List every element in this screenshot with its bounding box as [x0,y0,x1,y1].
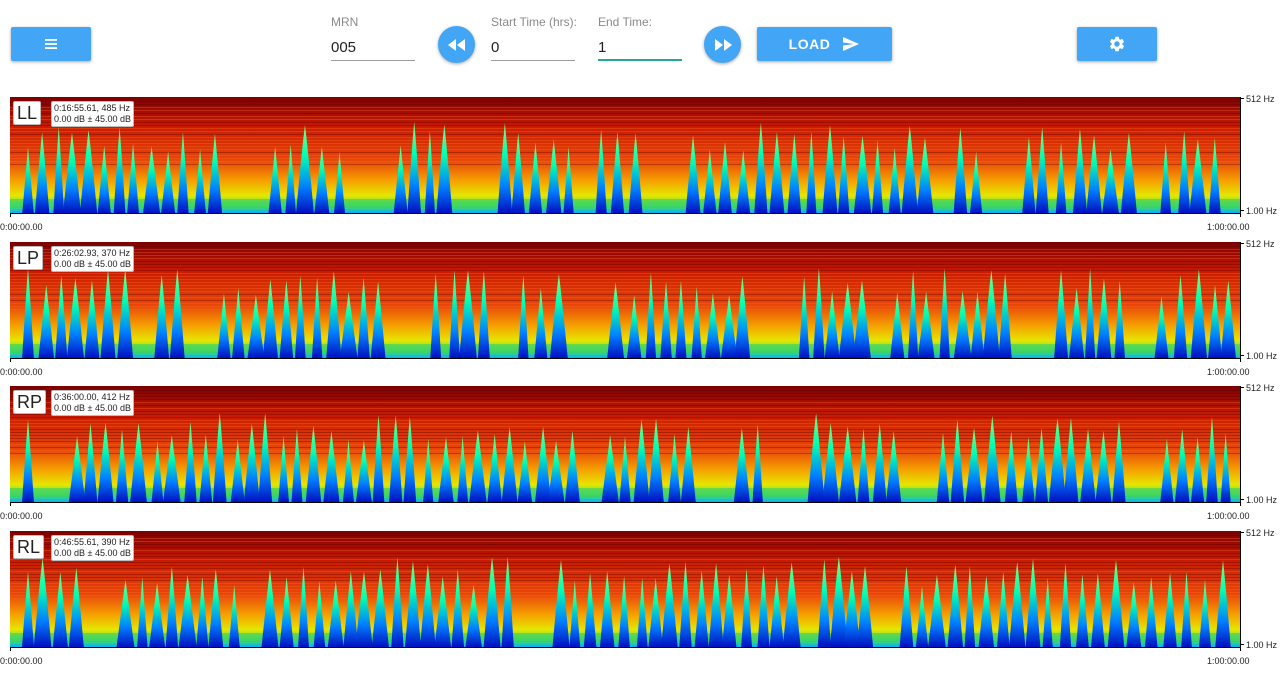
frequency-axis [1240,531,1241,647]
rewind-icon [447,38,465,51]
time-start-label: 0:00:00.00 [0,222,43,232]
time-tick-end [1240,647,1241,651]
end-time-underline [598,59,682,61]
spectrogram-panel-ll: 512 Hz 1.00 Hz 0:00:00.00 1:00:00.00 LL … [0,94,1280,232]
cursor-readout: 0:26:02.93, 370 Hz 0.00 dB ± 45.00 dB [51,246,134,272]
readout-db-range: 0.00 dB ± 45.00 dB [54,403,131,413]
time-tick-end [1240,502,1241,506]
rewind-button[interactable] [438,26,475,63]
freq-tick-bottom [1240,355,1244,356]
start-time-label: Start Time (hrs): [491,15,578,29]
menu-icon [45,39,57,49]
time-tick-start [10,213,11,217]
spectrogram-image [10,97,1240,213]
end-time-input[interactable] [598,37,682,57]
time-end-label: 1:00:00.00 [1207,222,1250,232]
spectrogram-canvas[interactable] [10,97,1240,213]
time-tick-start [10,647,11,651]
freq-max-label: 512 Hz [1246,383,1275,393]
freq-min-label: 1.00 Hz [1246,351,1278,361]
time-end-label: 1:00:00.00 [1207,511,1250,521]
readout-db-range: 0.00 dB ± 45.00 dB [54,259,131,269]
channel-label: LL [13,101,42,125]
freq-min-label: 1.00 Hz [1246,495,1278,505]
frequency-axis [1240,386,1241,502]
readout-time-freq: 0:16:55.61, 485 Hz [54,103,131,113]
readout-db-range: 0.00 dB ± 45.00 dB [54,114,131,124]
mrn-input[interactable] [331,37,415,57]
load-button[interactable]: LOAD [757,27,892,61]
cursor-readout: 0:36:00.00, 412 Hz 0.00 dB ± 45.00 dB [51,390,134,416]
spectrogram-canvas[interactable] [10,242,1240,358]
time-end-label: 1:00:00.00 [1207,367,1250,377]
freq-tick-top [1240,532,1244,533]
spectrogram-canvas[interactable] [10,386,1240,502]
time-axis [10,358,1240,359]
freq-min-label: 1.00 Hz [1246,640,1278,650]
channel-label: LP [13,246,44,270]
cursor-readout: 0:16:55.61, 485 Hz 0.00 dB ± 45.00 dB [51,101,134,127]
mrn-label: MRN [331,15,359,29]
time-start-label: 0:00:00.00 [0,367,43,377]
start-time-input[interactable] [491,37,575,57]
freq-min-label: 1.00 Hz [1246,206,1278,216]
spectrogram-image [10,531,1240,647]
spectrogram-panel-lp: 512 Hz 1.00 Hz 0:00:00.00 1:00:00.00 LP … [0,239,1280,377]
time-tick-end [1240,358,1241,362]
fast-forward-button[interactable] [704,26,741,63]
cursor-readout: 0:46:55.61, 390 Hz 0.00 dB ± 45.00 dB [51,535,134,561]
spectrogram-image [10,242,1240,358]
spectrogram-panel-rp: 512 Hz 1.00 Hz 0:00:00.00 1:00:00.00 RP … [0,383,1280,521]
end-time-label: End Time: [598,15,653,29]
readout-time-freq: 0:26:02.93, 370 Hz [54,248,131,258]
send-icon [843,37,860,51]
spectrogram-image [10,386,1240,502]
spectrogram-panel-rl: 512 Hz 1.00 Hz 0:00:00.00 1:00:00.00 RL … [0,528,1280,666]
readout-time-freq: 0:46:55.61, 390 Hz [54,537,131,547]
frequency-axis [1240,242,1241,358]
freq-tick-top [1240,243,1244,244]
time-tick-start [10,502,11,506]
freq-max-label: 512 Hz [1246,94,1275,104]
readout-db-range: 0.00 dB ± 45.00 dB [54,548,131,558]
time-tick-start [10,358,11,362]
time-axis [10,213,1240,214]
menu-button[interactable] [11,27,91,61]
settings-button[interactable] [1077,27,1157,61]
freq-tick-top [1240,387,1244,388]
start-time-underline [491,60,575,61]
time-tick-end [1240,213,1241,217]
fast-forward-icon [714,38,732,51]
readout-time-freq: 0:36:00.00, 412 Hz [54,392,131,402]
freq-tick-top [1240,98,1244,99]
time-start-label: 0:00:00.00 [0,656,43,666]
mrn-underline [331,60,415,61]
time-axis [10,502,1240,503]
channel-label: RP [13,390,47,414]
time-start-label: 0:00:00.00 [0,511,43,521]
time-end-label: 1:00:00.00 [1207,656,1250,666]
load-label: LOAD [788,36,831,52]
gear-icon [1109,36,1125,52]
freq-tick-bottom [1240,499,1244,500]
freq-max-label: 512 Hz [1246,528,1275,538]
freq-tick-bottom [1240,210,1244,211]
freq-max-label: 512 Hz [1246,239,1275,249]
spectrogram-canvas[interactable] [10,531,1240,647]
channel-label: RL [13,535,45,559]
frequency-axis [1240,97,1241,213]
time-axis [10,647,1240,648]
freq-tick-bottom [1240,644,1244,645]
